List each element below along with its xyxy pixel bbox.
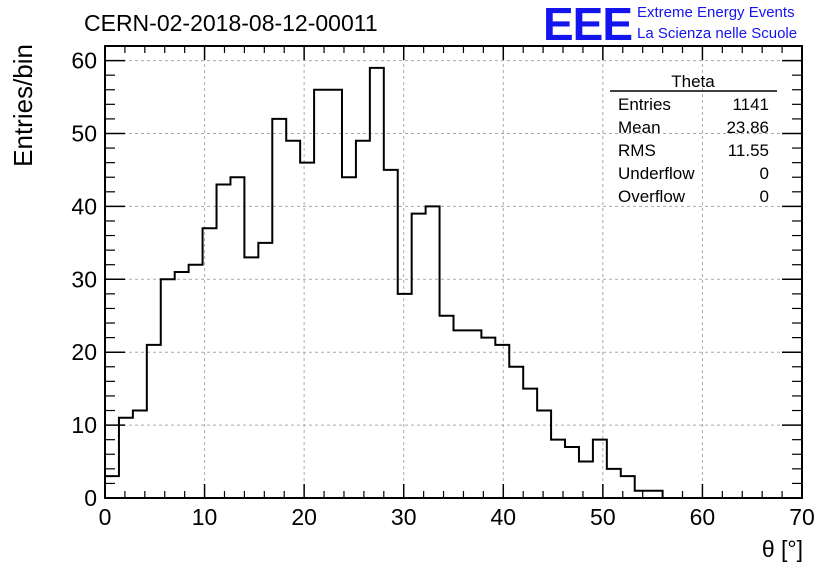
x-tick-label: 70 xyxy=(789,504,815,530)
stat-value: 0 xyxy=(760,187,769,206)
x-tick-label: 30 xyxy=(391,504,417,530)
plot-frame xyxy=(104,45,803,499)
grid-lines xyxy=(105,46,802,498)
x-tick-label: 50 xyxy=(590,504,616,530)
histogram-line xyxy=(104,66,802,499)
stat-label: Overflow xyxy=(618,187,686,206)
axis-ticks xyxy=(104,45,803,499)
y-tick-label: 40 xyxy=(71,193,97,219)
stat-label: Entries xyxy=(618,95,671,114)
x-axis-label: θ [°] xyxy=(762,536,803,562)
stat-value: 23.86 xyxy=(726,118,769,137)
y-tick-label: 30 xyxy=(71,266,97,292)
stat-label: Underflow xyxy=(618,164,695,183)
y-tick-label: 20 xyxy=(71,339,97,365)
stat-label: RMS xyxy=(618,141,656,160)
x-tick-label: 60 xyxy=(690,504,716,530)
x-tick-labels: 0 10 20 30 40 50 60 70 xyxy=(99,504,815,530)
run-title: CERN-02-2018-08-12-00011 xyxy=(84,10,378,36)
logo-subtitle-line1: Extreme Energy Events xyxy=(637,4,795,21)
logo-subtitle-line2: La Scienza nelle Scuole xyxy=(637,25,798,42)
y-tick-label: 10 xyxy=(71,412,97,438)
x-tick-label: 20 xyxy=(291,504,317,530)
stats-title: Theta xyxy=(671,72,715,91)
y-axis-label: Entries/bin xyxy=(8,44,38,167)
x-tick-label: 40 xyxy=(490,504,516,530)
stats-box: Theta Entries 1141 Mean 23.86 RMS 11.55 Underf… xyxy=(610,72,777,206)
y-tick-label: 50 xyxy=(71,120,97,146)
stat-label: Mean xyxy=(618,118,661,137)
y-tick-labels: 0 10 20 30 40 50 60 xyxy=(71,48,97,511)
x-tick-label: 10 xyxy=(192,504,218,530)
y-tick-label: 60 xyxy=(71,48,97,74)
stat-value: 11.55 xyxy=(728,141,769,160)
y-tick-label: 0 xyxy=(84,485,97,511)
eee-logo: EEE xyxy=(543,0,633,50)
x-tick-label: 0 xyxy=(99,504,112,530)
stat-value: 1141 xyxy=(732,95,769,114)
stat-value: 0 xyxy=(760,164,769,183)
stats-rows: Entries 1141 Mean 23.86 RMS 11.55 Underflow 0 Ov… xyxy=(618,95,769,206)
